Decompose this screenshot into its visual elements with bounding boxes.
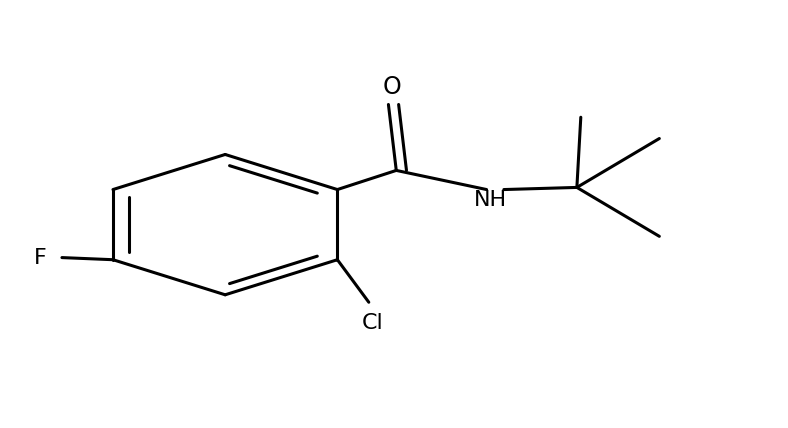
Text: F: F: [34, 247, 46, 268]
Text: Cl: Cl: [362, 312, 384, 333]
Text: NH: NH: [474, 190, 507, 210]
Text: O: O: [383, 74, 402, 98]
